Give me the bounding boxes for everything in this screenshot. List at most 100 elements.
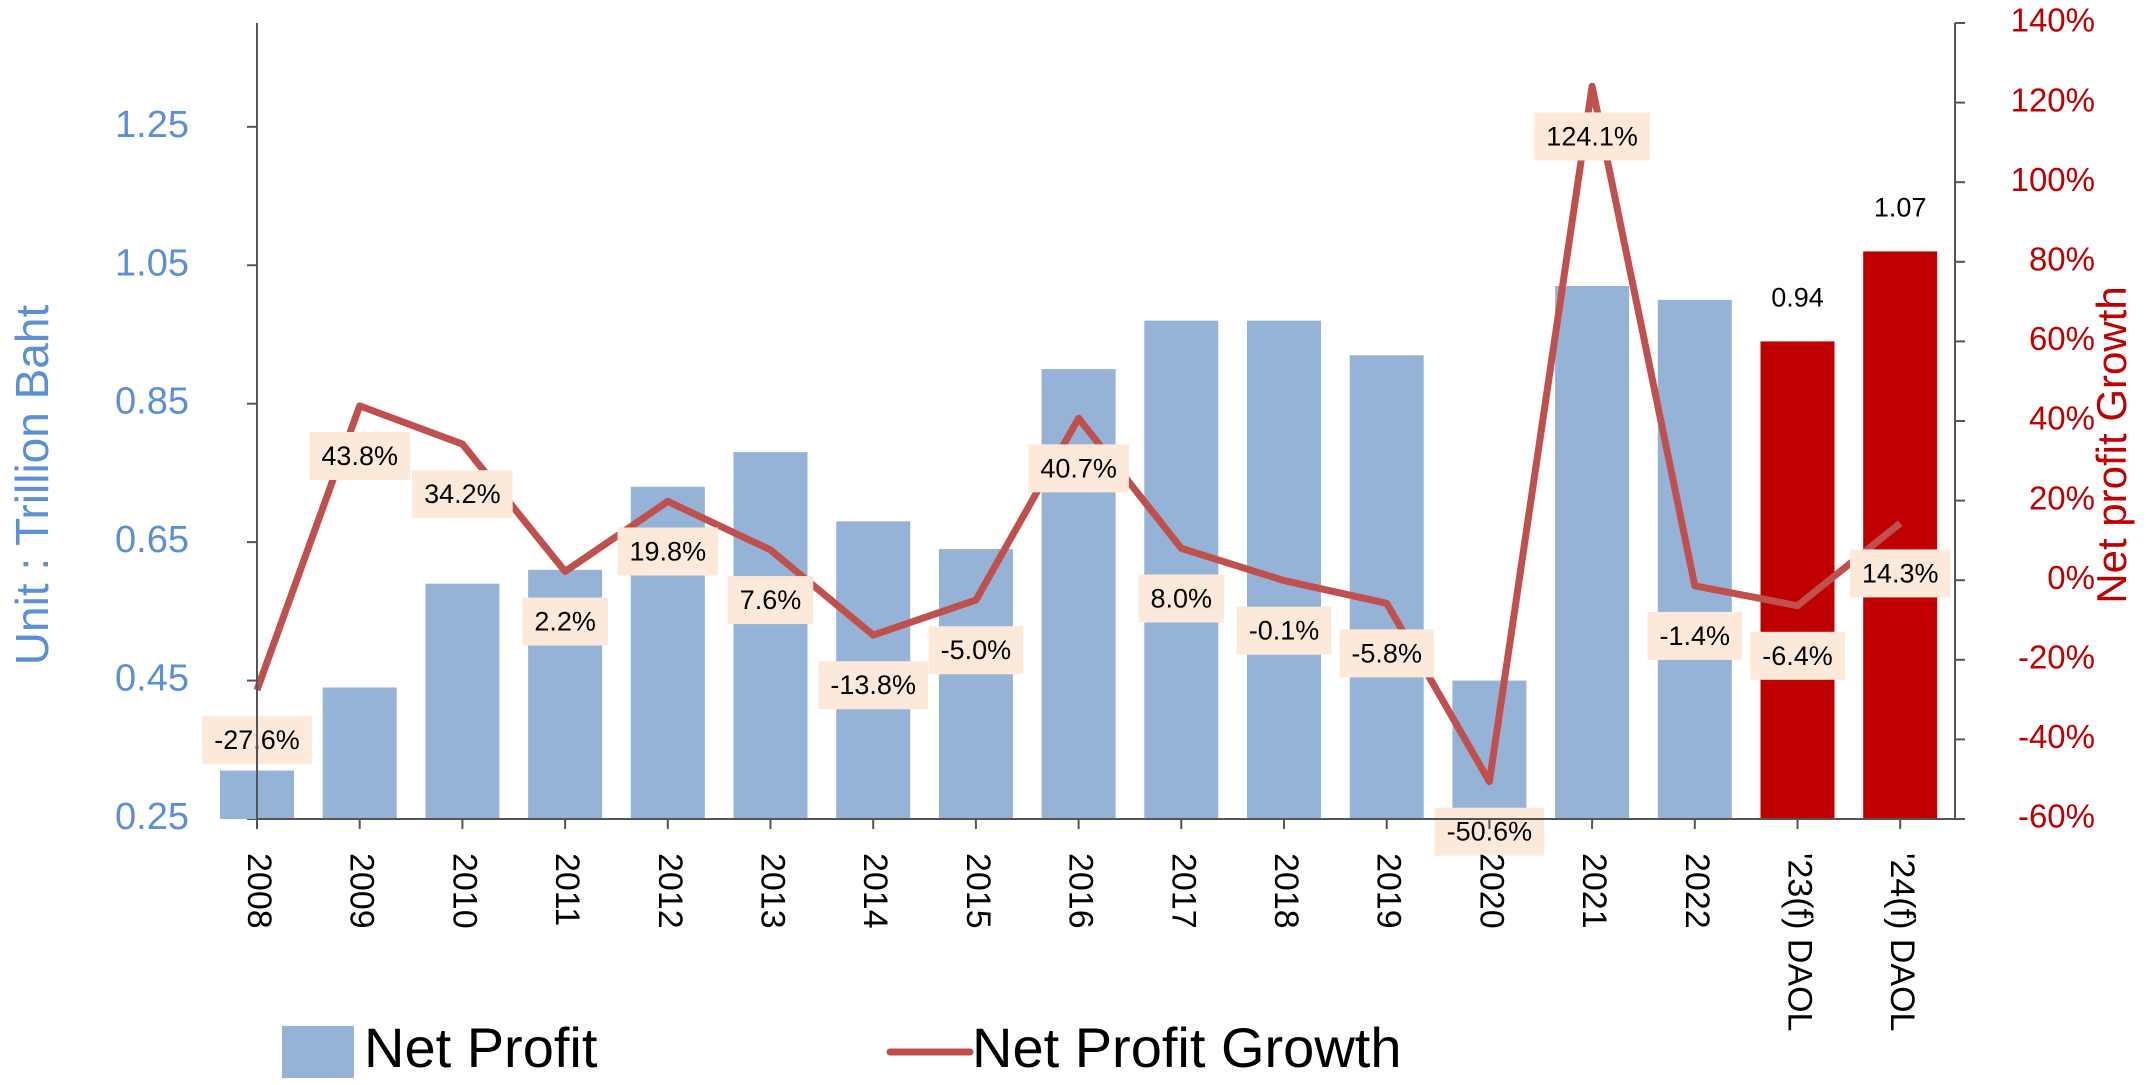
x-tick-label: 2021 — [1575, 853, 1613, 929]
x-tick-label: 2012 — [651, 853, 689, 929]
legend-label: Net Profit Growth — [972, 1016, 1401, 1079]
bar-value-label: 1.07 — [1874, 193, 1927, 223]
x-tick-label: 2008 — [240, 853, 278, 929]
data-label: 2.2% — [522, 597, 608, 646]
y-tick-label: 1.05 — [115, 242, 189, 284]
data-label-text: 19.8% — [630, 537, 707, 567]
data-label: 8.0% — [1138, 574, 1225, 623]
x-tick-label: 2020 — [1472, 853, 1510, 929]
y2-tick-label: -20% — [2018, 639, 2095, 676]
y-tick-label: 0.25 — [115, 796, 189, 838]
bar — [1657, 299, 1732, 819]
legend-label: Net Profit — [364, 1016, 598, 1079]
y2-tick-label: 0% — [2047, 559, 2095, 596]
line — [253, 82, 1903, 786]
bar — [1555, 286, 1630, 819]
data-label: 19.8% — [617, 527, 719, 576]
legend-swatch — [282, 1026, 354, 1078]
bar — [1452, 680, 1527, 819]
y2-tick-label: 80% — [2029, 241, 2095, 278]
y-tick-label: 0.65 — [115, 519, 189, 561]
data-label-text: 34.2% — [424, 479, 501, 509]
y2-tick-label: 60% — [2029, 320, 2095, 357]
data-label-box — [1534, 112, 1650, 161]
data-label-text: 124.1% — [1546, 121, 1638, 151]
bar — [322, 687, 397, 819]
data-label-box — [727, 576, 814, 625]
data-label: 40.7% — [1028, 444, 1129, 493]
bar — [1349, 355, 1424, 819]
y2-tick-label: 40% — [2029, 400, 2095, 437]
x-tick-label: 2011 — [548, 853, 586, 926]
bar — [1041, 369, 1116, 819]
data-label-box — [818, 661, 928, 710]
bar — [1863, 251, 1938, 820]
data-label-text: -5.8% — [1351, 638, 1422, 668]
x-tick-label: 2015 — [959, 853, 997, 929]
data-label: -0.1% — [1236, 606, 1332, 655]
x-tick-label: 2018 — [1267, 853, 1305, 929]
data-label-text: 40.7% — [1040, 453, 1117, 483]
data-label-text: 14.3% — [1862, 558, 1939, 588]
y2-tick-label: 120% — [2011, 81, 2095, 118]
data-label-box — [1849, 549, 1951, 598]
data-label-box — [1647, 611, 1743, 660]
data-label-box — [1236, 606, 1332, 655]
x-tick-label: '23(f) DAOL — [1781, 853, 1819, 1031]
data-label: 34.2% — [412, 470, 513, 519]
data-label: -1.4% — [1647, 611, 1743, 660]
x-tick-label: 2013 — [754, 853, 792, 929]
y2-tick-label: 100% — [2011, 161, 2095, 198]
data-label-box — [1138, 574, 1225, 623]
bar — [733, 452, 808, 819]
bar-value-label: 0.94 — [1771, 283, 1824, 313]
data-label: 14.3% — [1849, 549, 1951, 598]
y-tick-label: 0.45 — [115, 658, 189, 700]
data-label: -5.0% — [928, 626, 1024, 675]
data-label-text: -13.8% — [830, 670, 916, 700]
data-label-box — [617, 527, 719, 576]
data-label-text: 7.6% — [740, 585, 802, 615]
bar — [1760, 341, 1835, 819]
data-label-box — [522, 597, 608, 646]
data-label: 43.8% — [309, 432, 410, 481]
y2-axis-label: Net profit Growth — [2088, 286, 2135, 603]
data-label: -6.4% — [1750, 631, 1845, 680]
y2-tick-label: -60% — [2018, 798, 2095, 835]
y-axis-label: Unit : Trillion Baht — [6, 305, 58, 666]
x-tick-label: 2009 — [343, 853, 381, 929]
data-label-box — [1028, 444, 1129, 493]
bar — [1144, 320, 1219, 819]
y2-tick-label: 140% — [2011, 2, 2095, 39]
data-label: -5.8% — [1339, 629, 1434, 678]
x-tick-label: 2016 — [1062, 853, 1100, 929]
data-label-box — [1750, 631, 1845, 680]
x-tick-label: 2022 — [1678, 853, 1716, 929]
x-tick-label: '24(f) DAOL — [1883, 853, 1921, 1031]
y2-tick-label: -40% — [2018, 718, 2095, 755]
data-label-text: -0.1% — [1249, 616, 1320, 646]
data-label-text: -6.4% — [1762, 641, 1833, 671]
x-tick-label: 2019 — [1370, 853, 1408, 929]
y-tick-label: 0.85 — [115, 381, 189, 423]
data-label-text: 2.2% — [534, 607, 596, 637]
data-label-box — [1434, 807, 1545, 856]
bar — [425, 583, 500, 819]
data-label-box — [412, 470, 513, 519]
data-label-text: -5.0% — [941, 635, 1012, 665]
x-tick-label: 2010 — [445, 853, 483, 929]
bar — [938, 549, 1013, 819]
y-tick-label: 1.25 — [115, 104, 189, 146]
data-label: 124.1% — [1534, 112, 1650, 161]
data-label-box — [1339, 629, 1434, 678]
x-tick-label: 2014 — [856, 853, 894, 929]
data-label-box — [928, 626, 1024, 675]
data-label: 7.6% — [727, 576, 814, 625]
y2-tick-label: 20% — [2029, 479, 2095, 516]
data-label-text: -1.4% — [1660, 621, 1731, 651]
data-label-text: 43.8% — [321, 441, 398, 471]
data-label: -13.8% — [818, 661, 928, 710]
x-tick-label: 2017 — [1164, 853, 1202, 929]
data-label-text: 8.0% — [1151, 583, 1213, 613]
